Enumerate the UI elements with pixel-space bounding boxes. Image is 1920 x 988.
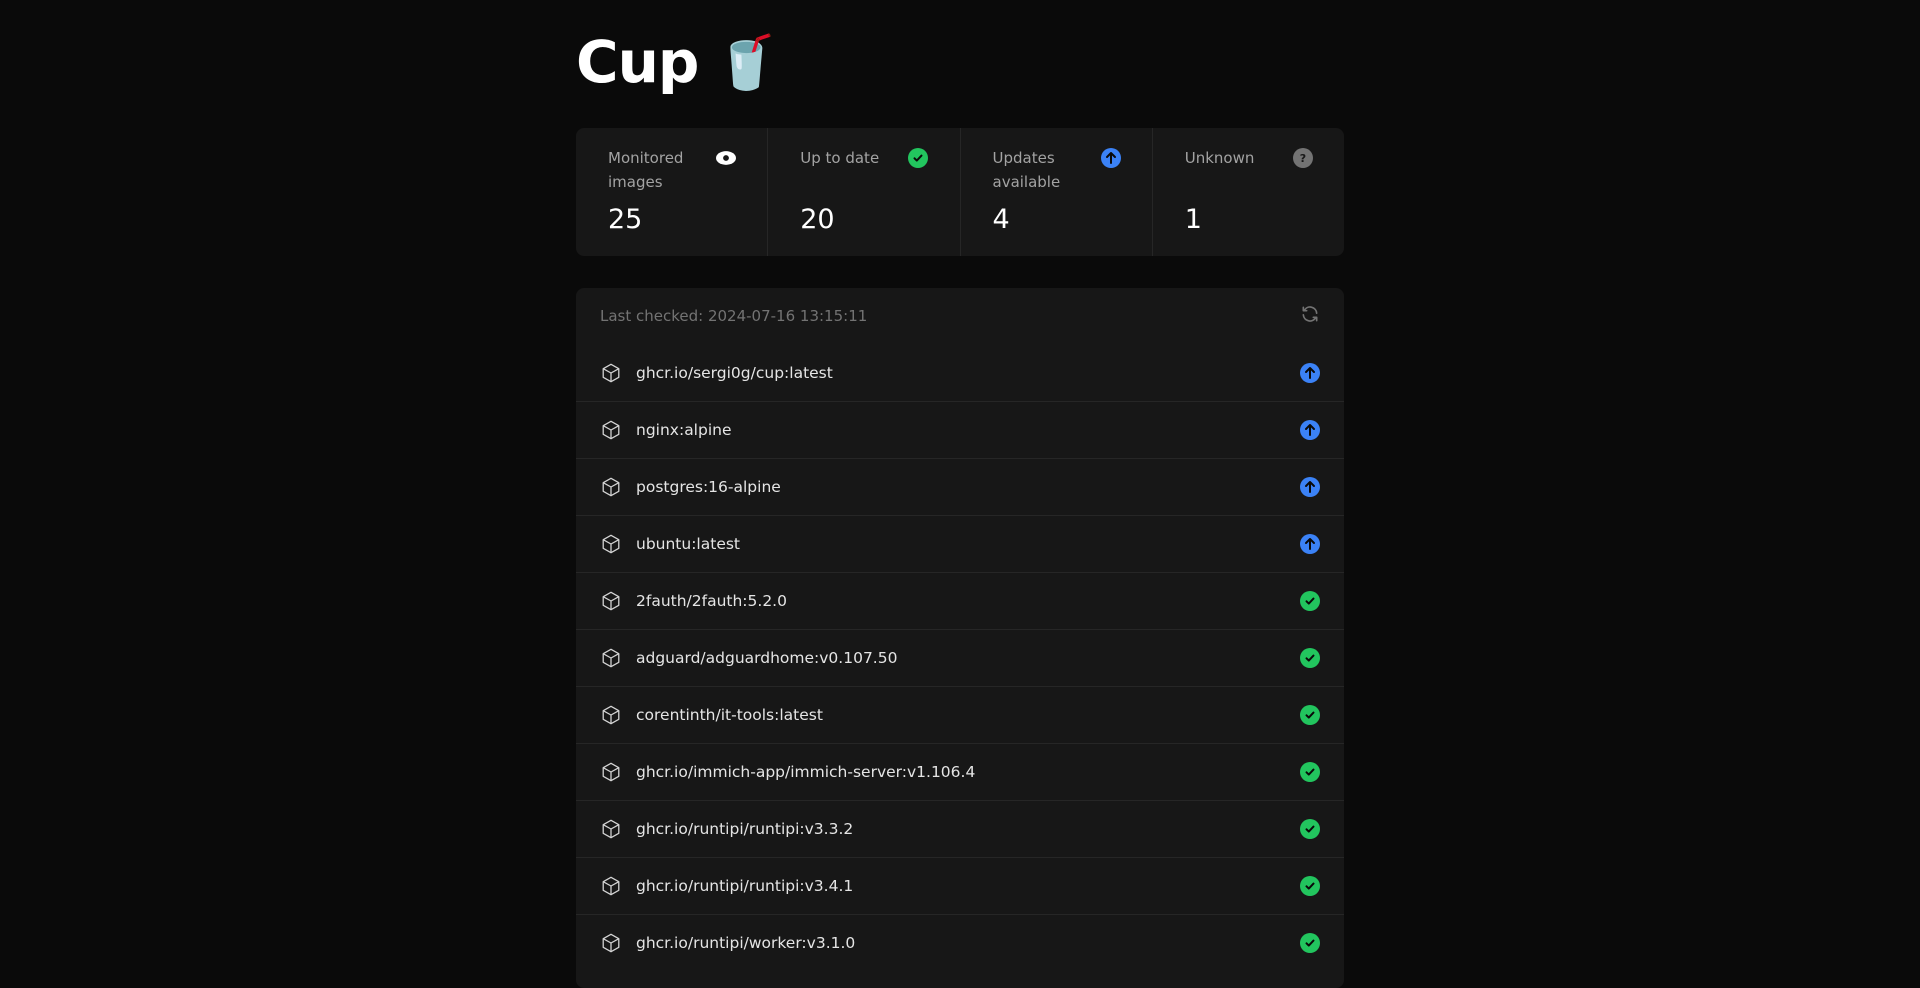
stat-value: 25 — [608, 204, 643, 235]
image-name: ghcr.io/runtipi/runtipi:v3.3.2 — [636, 820, 854, 838]
check-circle-icon — [1300, 648, 1320, 668]
image-name: corentinth/it-tools:latest — [636, 706, 823, 724]
box-icon — [602, 534, 620, 554]
stat-card: Monitored images 25 — [576, 128, 767, 256]
box-icon — [602, 876, 620, 896]
list-item[interactable]: corentinth/it-tools:latest — [576, 686, 1344, 743]
stat-card: Up to date 20 — [767, 128, 959, 256]
title-text: Cup — [576, 28, 699, 96]
list-header: Last checked: 2024-07-16 13:15:11 — [576, 288, 1344, 344]
arrow-up-circle-icon — [1300, 534, 1320, 554]
list-item[interactable]: postgres:16-alpine — [576, 458, 1344, 515]
image-name: postgres:16-alpine — [636, 478, 781, 496]
image-name: ghcr.io/immich-app/immich-server:v1.106.… — [636, 763, 976, 781]
list-item[interactable]: ghcr.io/runtipi/worker:v3.1.0 — [576, 914, 1344, 971]
stat-card: Updates available 4 — [959, 128, 1152, 256]
stat-value: 4 — [992, 204, 1010, 235]
list-item[interactable]: ghcr.io/runtipi/runtipi:v3.3.2 — [576, 800, 1344, 857]
image-list: Last checked: 2024-07-16 13:15:11 ghcr.i… — [576, 288, 1344, 988]
box-icon — [602, 819, 620, 839]
refresh-button[interactable] — [1300, 304, 1320, 328]
stat-label: Updates available — [992, 149, 1061, 191]
stat-label: Monitored images — [608, 149, 684, 191]
check-circle-icon — [1300, 933, 1320, 953]
box-icon — [602, 363, 620, 382]
check-circle-icon — [908, 148, 929, 168]
box-icon — [602, 420, 620, 440]
question-circle-icon: ? — [1292, 148, 1313, 168]
list-item[interactable]: 2fauth/2fauth:5.2.0 — [576, 572, 1344, 629]
list-item[interactable]: ghcr.io/runtipi/runtipi:v3.4.1 — [576, 857, 1344, 914]
arrow-up-circle-icon — [1300, 477, 1320, 497]
arrow-up-circle-icon — [1100, 148, 1121, 168]
last-checked: Last checked: 2024-07-16 13:15:11 — [600, 307, 868, 325]
arrow-up-circle-icon — [1300, 420, 1320, 440]
box-icon — [602, 705, 620, 725]
cup-logo-icon: 🥤 — [714, 32, 779, 93]
check-circle-icon — [1300, 876, 1320, 896]
box-icon — [602, 933, 620, 953]
list-item[interactable]: nginx:alpine — [576, 401, 1344, 458]
page-title: Cup 🥤 — [576, 28, 779, 96]
check-circle-icon — [1300, 705, 1320, 725]
box-icon — [602, 762, 620, 782]
image-name: ghcr.io/runtipi/worker:v3.1.0 — [636, 934, 856, 952]
list-item[interactable]: ghcr.io/immich-app/immich-server:v1.106.… — [576, 743, 1344, 800]
box-icon — [602, 477, 620, 497]
stats-panel: Monitored images 25 Up to date 20 Updates av… — [576, 128, 1344, 256]
stat-label: Up to date — [800, 149, 880, 167]
stat-value: 20 — [800, 204, 835, 235]
check-circle-icon — [1300, 762, 1320, 782]
list-item[interactable]: adguard/adguardhome:v0.107.50 — [576, 629, 1344, 686]
stat-card: Unknown? 1 — [1151, 128, 1344, 256]
arrow-up-circle-icon — [1300, 362, 1320, 383]
stat-value: 1 — [1184, 204, 1202, 235]
refresh-icon[interactable] — [1300, 304, 1320, 324]
image-name: ghcr.io/runtipi/runtipi:v3.4.1 — [636, 877, 854, 895]
image-name: 2fauth/2fauth:5.2.0 — [636, 592, 787, 610]
image-name: ubuntu:latest — [636, 535, 741, 553]
check-circle-icon — [1300, 819, 1320, 839]
eye-icon — [716, 148, 736, 168]
image-name: nginx:alpine — [636, 421, 732, 439]
list-item[interactable]: ubuntu:latest — [576, 515, 1344, 572]
box-icon — [602, 648, 620, 668]
box-icon — [602, 591, 620, 611]
image-name: ghcr.io/sergi0g/cup:latest — [636, 363, 833, 382]
list-item[interactable]: ghcr.io/sergi0g/cup:latest — [576, 344, 1344, 401]
svg-text:?: ? — [1300, 152, 1306, 165]
stat-label: Unknown — [1184, 149, 1255, 167]
check-circle-icon — [1300, 591, 1320, 611]
image-name: adguard/adguardhome:v0.107.50 — [636, 649, 898, 667]
